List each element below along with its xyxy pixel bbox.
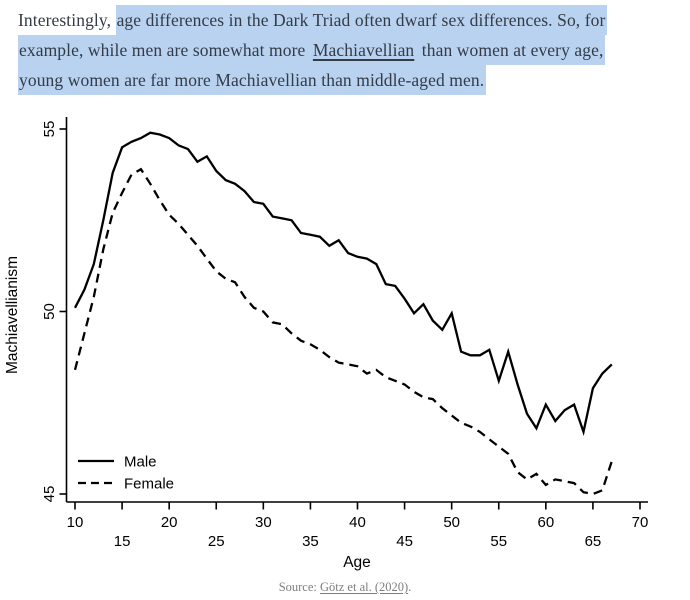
article-line: Interestingly, age differences in the Da… [18, 5, 690, 35]
machiavellian-link[interactable]: Machiavellian [311, 35, 417, 65]
legend-female-label: Female [124, 476, 174, 493]
x-tick-label: 50 [443, 514, 460, 531]
male-line [73, 131, 613, 437]
article-paragraph: Interestingly, age differences in the Da… [0, 0, 690, 95]
y-tick-label: 45 [41, 486, 58, 503]
x-tick-label: 60 [537, 514, 554, 531]
plain-text: Interestingly, [18, 10, 116, 30]
x-tick-label: 10 [67, 514, 84, 531]
y-tick-label: 55 [41, 121, 58, 138]
source-prefix: Source: [278, 580, 320, 594]
legend-male-label: Male [124, 454, 157, 471]
x-tick-label: 45 [396, 533, 413, 550]
y-tick-label: 50 [41, 303, 58, 320]
x-axis-title: Age [343, 554, 371, 571]
x-tick-label: 40 [349, 514, 366, 531]
highlighted-text: example, while men are somewhat more [18, 35, 312, 65]
x-tick-label: 35 [302, 533, 319, 550]
x-tick-label: 15 [114, 533, 131, 550]
x-tick-label: 65 [585, 533, 602, 550]
article-line: example, while men are somewhat more Mac… [18, 35, 690, 65]
x-tick-label: 20 [161, 514, 178, 531]
x-tick-label: 25 [208, 533, 225, 550]
source-suffix: . [408, 580, 412, 594]
highlighted-text: than women at every age, [416, 35, 606, 65]
article-line: young women are far more Machiavellian t… [18, 65, 690, 95]
x-tick-label: 70 [632, 514, 649, 531]
source-link[interactable]: Götz et al. (2020) [320, 580, 409, 594]
y-axis-title: Machiavellianism [4, 256, 21, 374]
highlighted-text: young women are far more Machiavellian t… [18, 65, 487, 95]
source-caption: Source: Götz et al. (2020). [0, 580, 690, 595]
machiavellianism-chart: 45 50 55 10 15 20 25 30 35 40 45 50 55 60 65 70 Machiave… [4, 117, 649, 571]
chart-container: 45 50 55 10 15 20 25 30 35 40 45 50 55 60 65 70 Machiave… [0, 109, 690, 579]
highlighted-text: age differences in the Dark Triad often … [115, 5, 608, 35]
x-tick-label: 55 [490, 533, 507, 550]
female-line [73, 167, 613, 496]
x-tick-label: 30 [255, 514, 272, 531]
